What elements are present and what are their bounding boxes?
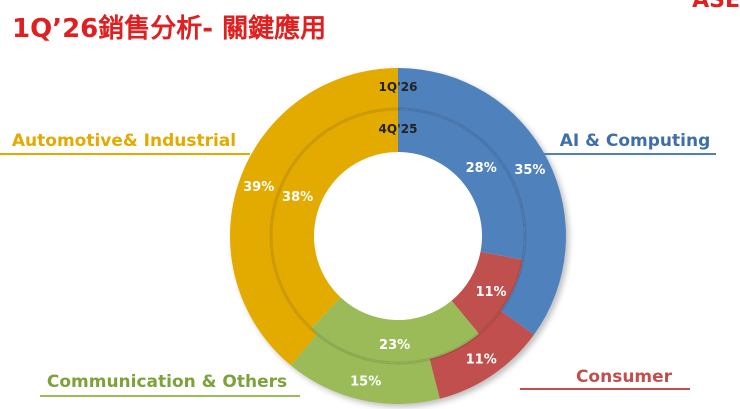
inner-pct-label-ai: 28% — [466, 161, 497, 176]
inner-ring-4q25 — [269, 107, 527, 365]
category-label-automotive: Automotive& Industrial — [0, 131, 250, 155]
outer-pct-label-automotive: 39% — [243, 180, 274, 195]
outer-pct-label-communication: 15% — [350, 374, 381, 389]
outer-slice-ai — [398, 68, 566, 335]
percentage-labels: 35% 11% 15% 39% 28% 11% 23% 38% — [243, 161, 545, 389]
outer-slice-consumer — [429, 310, 534, 399]
svg-text:Consumer: Consumer — [576, 367, 673, 387]
svg-text:AI & Computing: AI & Computing — [560, 131, 711, 151]
category-label-ai: AI & Computing — [542, 131, 716, 155]
outer-slice-communication — [290, 333, 440, 405]
svg-text:Automotive& Industrial: Automotive& Industrial — [12, 131, 236, 151]
brand-logo-fragment: ASE — [692, 0, 740, 13]
outer-ring-1q26 — [229, 68, 566, 405]
inner-slice-consumer — [451, 251, 523, 334]
ring-label-inner: 4Q'25 — [379, 122, 418, 136]
ring-label-outer: 1Q'26 — [379, 80, 418, 94]
inner-slice-automotive — [271, 109, 398, 329]
category-label-consumer: Consumer — [520, 367, 690, 390]
outer-slice-automotive — [229, 68, 398, 366]
inner-slice-ai — [398, 109, 526, 260]
category-label-communication: Communication & Others — [40, 372, 300, 397]
ring-separator — [269, 107, 527, 365]
inner-pct-label-consumer: 11% — [475, 285, 506, 300]
inner-pct-label-communication: 23% — [379, 338, 410, 353]
svg-text:Communication & Others: Communication & Others — [47, 372, 287, 392]
outer-pct-label-consumer: 11% — [466, 352, 497, 367]
inner-pct-label-automotive: 38% — [282, 190, 313, 205]
inner-slice-communication — [311, 297, 479, 363]
outer-pct-label-ai: 35% — [514, 163, 545, 178]
page-title: 1Q’26銷售分析- 關鍵應用 — [12, 14, 327, 44]
